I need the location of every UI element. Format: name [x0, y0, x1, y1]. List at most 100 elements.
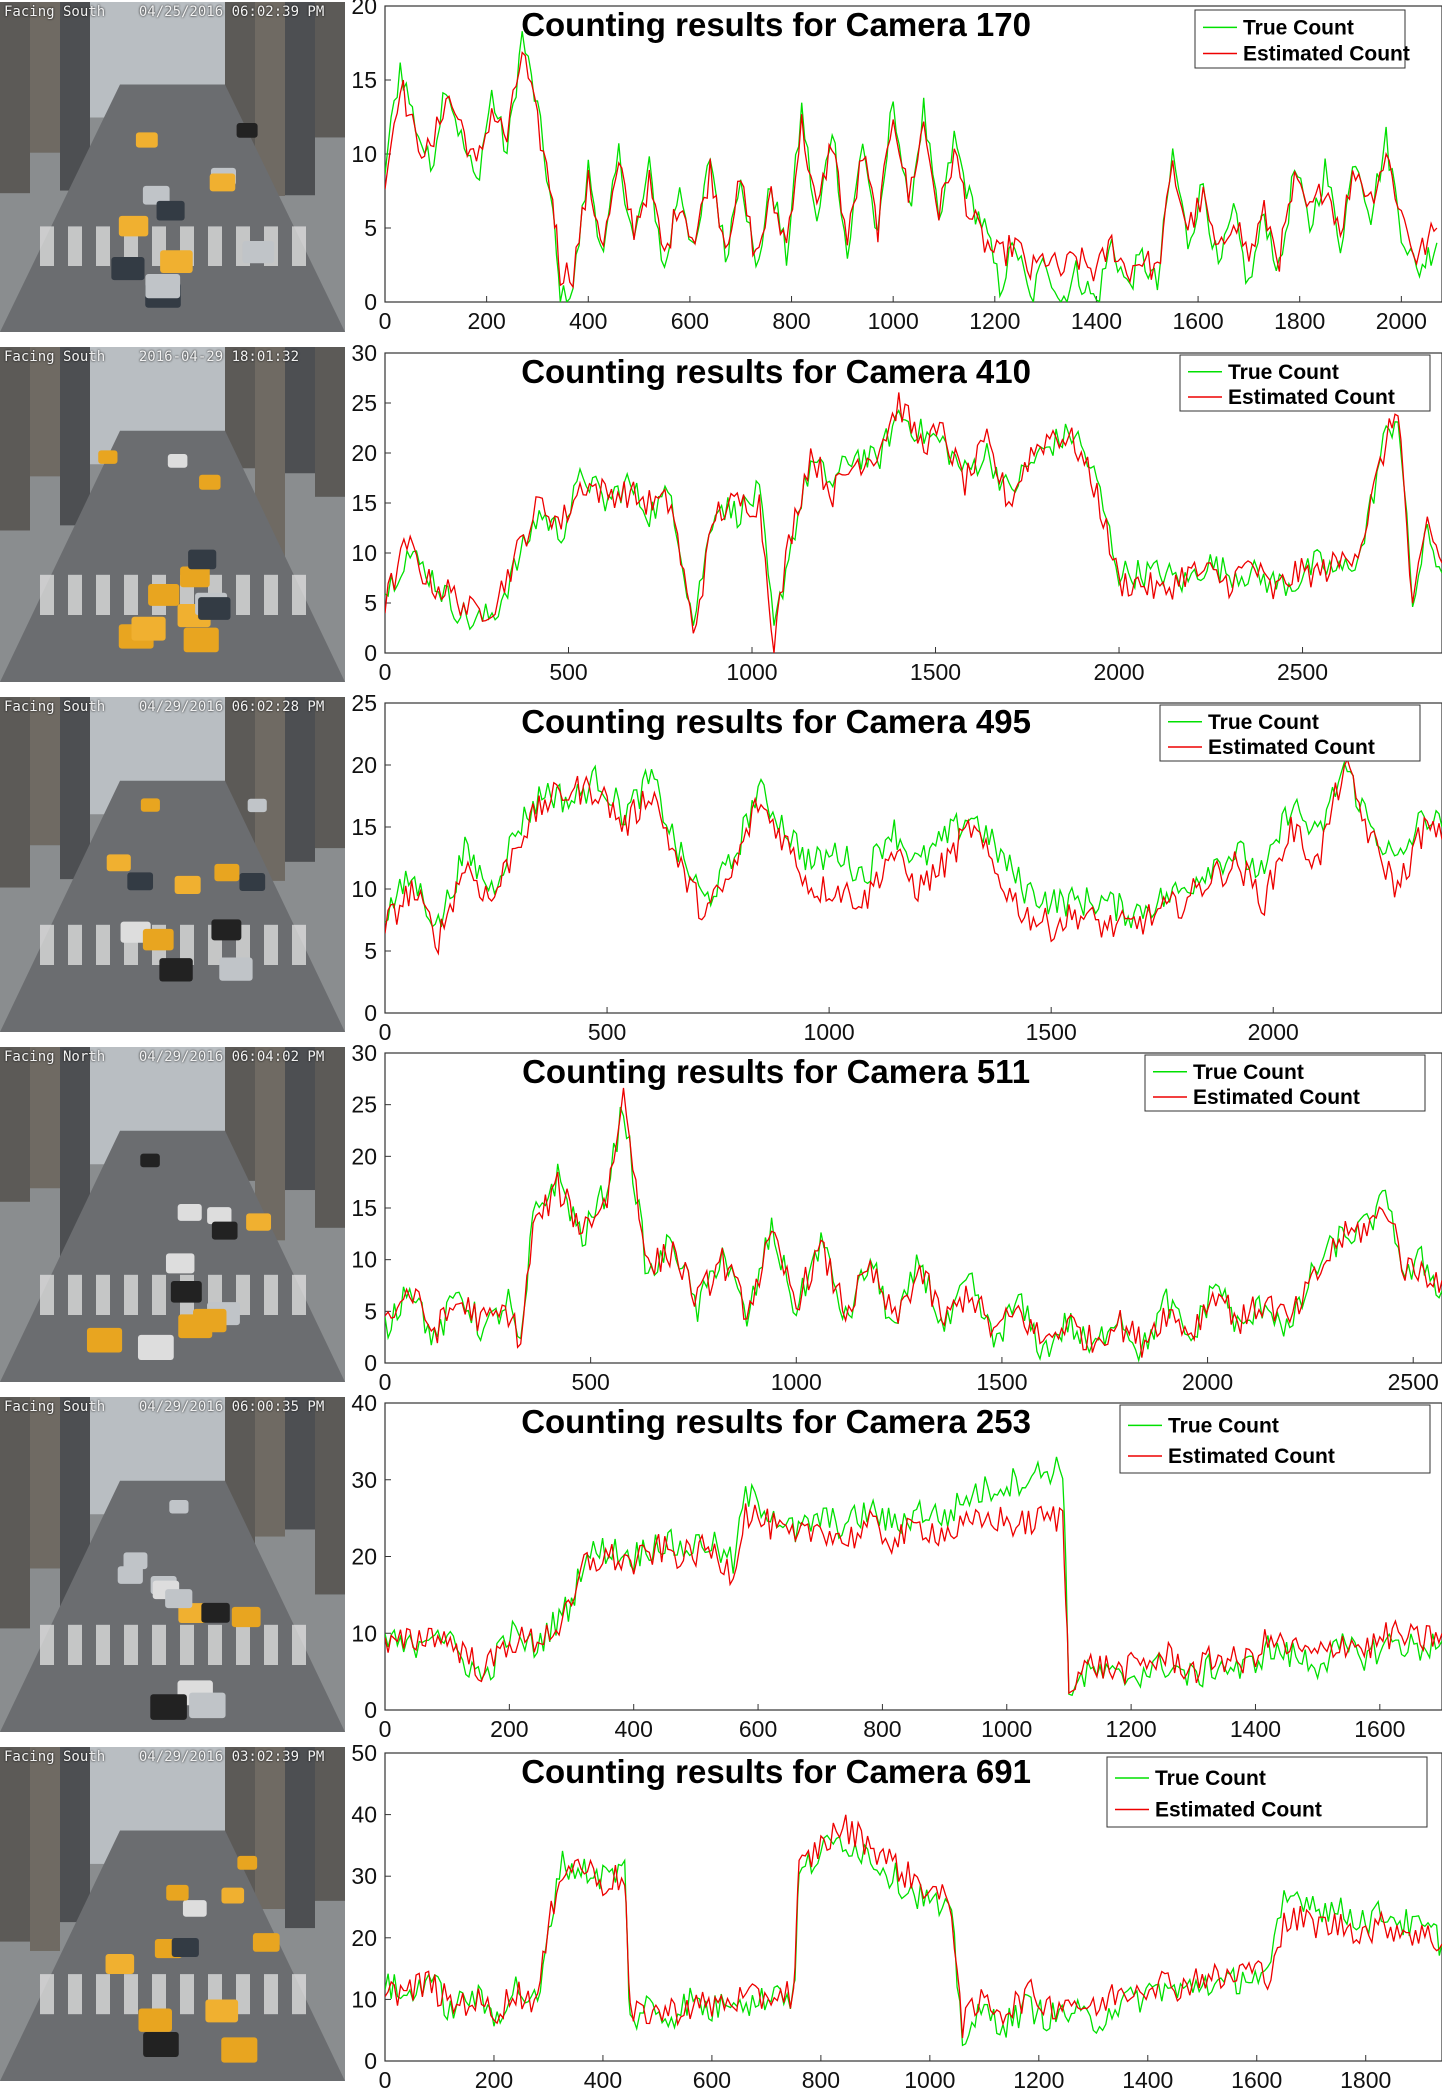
- x-tick-label: 1000: [868, 308, 919, 334]
- camera-timestamp: Facing South 04/29/2016 06:00:35 PM: [4, 1399, 325, 1415]
- series-line-estimated-count: [385, 1814, 1442, 2039]
- series-line-estimated-count: [385, 1503, 1442, 1695]
- x-tick-label: 1500: [1026, 1019, 1077, 1040]
- x-tick-label: 1000: [904, 2067, 955, 2089]
- chart-title: Counting results for Camera 410: [521, 353, 1031, 390]
- x-tick-label: 1400: [1230, 1716, 1281, 1740]
- chart-title: Counting results for Camera 253: [521, 1403, 1031, 1440]
- y-tick-label: 20: [351, 440, 377, 466]
- camera-snapshot: Facing South 04/29/2016 06:02:28 PM: [0, 697, 345, 1032]
- camera-snapshot: Facing South 04/29/2016 03:02:39 PM: [0, 1747, 345, 2081]
- y-tick-label: 10: [351, 876, 377, 902]
- chart: 0 500 1000 1500 2000 2500 0 5 10 15 20 25 30 Counting…: [351, 345, 1442, 685]
- y-tick-label: 20: [351, 752, 377, 778]
- x-tick-label: 400: [569, 308, 607, 334]
- x-tick-label: 200: [490, 1716, 528, 1740]
- x-tick-label: 1200: [1106, 1716, 1157, 1740]
- y-tick-label: 40: [351, 1395, 377, 1416]
- series-line-estimated-count: [385, 392, 1442, 653]
- x-tick-label: 1000: [804, 1019, 855, 1040]
- legend-label: Estimated Count: [1243, 43, 1410, 66]
- legend-label: Estimated Count: [1155, 1799, 1322, 1822]
- x-tick-label: 1800: [1340, 2067, 1391, 2089]
- legend-label: Estimated Count: [1208, 736, 1375, 759]
- y-tick-label: 10: [351, 141, 377, 167]
- x-tick-label: 1200: [969, 308, 1020, 334]
- x-tick-label: 1000: [771, 1369, 822, 1390]
- x-tick-label: 2500: [1388, 1369, 1439, 1390]
- legend-label: Estimated Count: [1193, 1086, 1360, 1109]
- x-tick-label: 1600: [1354, 1716, 1405, 1740]
- y-tick-label: 40: [351, 1802, 377, 1828]
- y-tick-label: 30: [351, 1045, 377, 1066]
- x-tick-label: 500: [549, 659, 587, 685]
- legend: True Count Estimated Count: [1106, 1756, 1428, 1828]
- y-tick-label: 5: [364, 215, 377, 241]
- panel-row: Facing North 04/29/2016 06:04:02 PM 0 500 1…: [0, 1045, 1442, 1390]
- y-tick-label: 0: [364, 289, 377, 315]
- x-tick-label: 400: [584, 2067, 622, 2089]
- y-tick-label: 10: [351, 1986, 377, 2012]
- x-tick-label: 1600: [1231, 2067, 1282, 2089]
- x-tick-label: 0: [379, 1369, 392, 1390]
- y-tick-label: 15: [351, 1195, 377, 1221]
- x-tick-label: 2000: [1093, 659, 1144, 685]
- x-tick-label: 800: [863, 1716, 901, 1740]
- x-tick-label: 500: [588, 1019, 626, 1040]
- x-tick-label: 0: [379, 659, 392, 685]
- x-tick-label: 2000: [1248, 1019, 1299, 1040]
- camera-timestamp: Facing South 04/29/2016 03:02:39 PM: [4, 1749, 325, 1765]
- camera-snapshot: Facing South 2016-04-29 18:01:32: [0, 347, 345, 682]
- series-line-true-count: [385, 408, 1442, 631]
- x-tick-label: 0: [379, 308, 392, 334]
- y-tick-label: 20: [351, 1925, 377, 1951]
- y-tick-label: 20: [351, 0, 377, 19]
- legend-label: Estimated Count: [1168, 1445, 1335, 1468]
- y-tick-label: 0: [364, 1350, 377, 1376]
- x-tick-label: 2500: [1277, 659, 1328, 685]
- y-tick-label: 15: [351, 490, 377, 516]
- chart: 0 200 400 600 800 1000 1200 1400 1600 0 10 20 30 40 Co…: [351, 1395, 1442, 1740]
- x-tick-label: 2000: [1182, 1369, 1233, 1390]
- x-tick-label: 1500: [910, 659, 961, 685]
- legend-label: True Count: [1193, 1061, 1304, 1084]
- y-tick-label: 30: [351, 1863, 377, 1889]
- camera-snapshot: Facing South 04/25/2016 06:02:39 PM: [0, 2, 345, 332]
- x-tick-label: 200: [475, 2067, 513, 2089]
- panel-row: Facing South 04/29/2016 06:02:28 PM 0 500 1…: [0, 695, 1442, 1040]
- y-tick-label: 25: [351, 390, 377, 416]
- chart-title: Counting results for Camera 511: [522, 1053, 1030, 1090]
- x-tick-label: 800: [772, 308, 810, 334]
- chart-title: Counting results for Camera 170: [521, 6, 1031, 43]
- x-tick-label: 800: [802, 2067, 840, 2089]
- chart-title: Counting results for Camera 495: [521, 703, 1031, 740]
- camera-snapshot: Facing South 04/29/2016 06:00:35 PM: [0, 1397, 345, 1732]
- legend-label: True Count: [1155, 1767, 1266, 1790]
- y-tick-label: 5: [364, 1298, 377, 1324]
- x-tick-label: 600: [739, 1716, 777, 1740]
- camera-timestamp: Facing South 04/25/2016 06:02:39 PM: [4, 4, 325, 20]
- y-tick-label: 15: [351, 67, 377, 93]
- x-tick-label: 1400: [1071, 308, 1122, 334]
- camera-timestamp: Facing North 04/29/2016 06:04:02 PM: [4, 1049, 325, 1065]
- camera-timestamp: Facing South 2016-04-29 18:01:32: [4, 349, 300, 365]
- x-tick-label: 500: [571, 1369, 609, 1390]
- x-tick-label: 1800: [1274, 308, 1325, 334]
- y-tick-label: 50: [351, 1745, 377, 1766]
- x-tick-label: 1200: [1013, 2067, 1064, 2089]
- x-tick-label: 600: [671, 308, 709, 334]
- y-tick-label: 20: [351, 1143, 377, 1169]
- y-tick-label: 0: [364, 1000, 377, 1026]
- y-tick-label: 0: [364, 640, 377, 666]
- y-tick-label: 25: [351, 1092, 377, 1118]
- y-tick-label: 5: [364, 590, 377, 616]
- y-tick-label: 20: [351, 1544, 377, 1570]
- y-tick-label: 10: [351, 1620, 377, 1646]
- x-tick-label: 1400: [1122, 2067, 1173, 2089]
- camera-timestamp: Facing South 04/29/2016 06:02:28 PM: [4, 699, 325, 715]
